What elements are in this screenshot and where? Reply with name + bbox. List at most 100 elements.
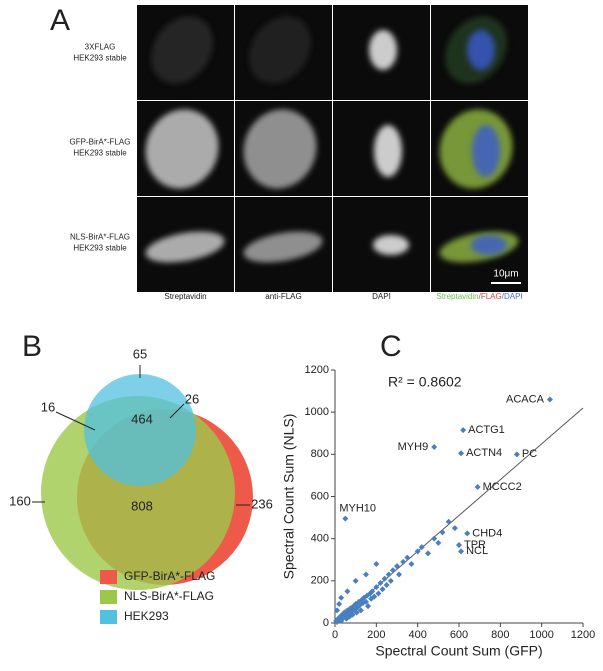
nucleus (471, 235, 507, 255)
pointer (55, 411, 96, 431)
point (334, 607, 341, 614)
point (458, 450, 465, 457)
point-label: NCL (466, 545, 488, 557)
point (396, 571, 403, 578)
row-label: HEK293 stable (73, 244, 127, 253)
point (458, 548, 465, 555)
nucleus (374, 125, 402, 177)
merge-label: Streptavidin/FLAG/DAPI (436, 292, 522, 301)
x-tick-label: 400 (408, 629, 426, 641)
point (363, 571, 369, 578)
x-tick-label: 800 (491, 629, 509, 641)
cell (243, 109, 317, 189)
scatter-plot: C R² = 0.8602 0 200 400 600 800 1000 1200 0 200 400… (281, 330, 596, 659)
panel-label: C (380, 330, 402, 363)
point-label: ACTG1 (468, 424, 505, 436)
row-label: HEK293 stable (73, 149, 127, 158)
point (342, 515, 349, 522)
point (389, 567, 396, 574)
point (371, 593, 378, 600)
point (431, 443, 438, 450)
point (451, 525, 458, 532)
point (425, 550, 431, 557)
point-label: CHD4 (472, 527, 502, 539)
x-tick-label: 600 (450, 629, 468, 641)
hek293-set (84, 374, 196, 486)
point (400, 558, 407, 565)
venn-count: 65 (133, 346, 147, 361)
y-tick-label: 800 (311, 448, 329, 460)
y-tick-label: 1000 (305, 406, 329, 418)
panel-label: B (22, 330, 42, 363)
y-tick-label: 400 (311, 533, 329, 545)
point (383, 582, 390, 589)
venn-count: 464 (131, 411, 153, 426)
column-label: DAPI (372, 292, 391, 301)
legend-swatch (100, 570, 117, 584)
venn-count: 16 (41, 399, 55, 414)
point (464, 530, 471, 537)
point (369, 588, 376, 595)
point (363, 598, 369, 605)
venn-count: 160 (9, 493, 31, 508)
point (404, 554, 411, 561)
point (385, 571, 392, 578)
point-label: MCCC2 (483, 481, 522, 493)
point-label: PC (522, 448, 537, 460)
point (349, 611, 356, 618)
row-label: GFP-BirA*-FLAG (70, 138, 131, 147)
row-label: NLS-BirA*-FLAG (70, 233, 130, 242)
point (431, 535, 438, 542)
x-tick-label: 1000 (529, 629, 553, 641)
row-label: 3XFLAG (85, 43, 116, 52)
point (338, 594, 345, 601)
point (373, 560, 380, 567)
point (379, 586, 386, 593)
cell (151, 16, 213, 84)
legend-swatch (100, 610, 117, 624)
venn-diagram: 65 464 808 16 26 160 236 GFP-BirA*-FLAG NLS-BirA… (9, 346, 273, 624)
annotation: R² = 0.8602 (388, 374, 462, 390)
y-axis-title: Spectral Count Sum (NLS) (281, 414, 297, 580)
nucleus (467, 30, 495, 70)
point (375, 590, 382, 597)
x-tick-label: 0 (332, 629, 338, 641)
venn-count: 26 (185, 391, 199, 406)
legend-label: HEK293 (124, 609, 169, 623)
scale-bar-label: 10μm (493, 269, 518, 280)
point (352, 577, 359, 584)
venn-count: 808 (131, 498, 153, 513)
point (445, 518, 452, 525)
nucleus (373, 235, 409, 255)
y-tick-label: 200 (311, 575, 329, 587)
legend-swatch (100, 590, 117, 604)
x-tick-label: 1200 (571, 629, 595, 641)
column-label: Streptavidin (164, 292, 206, 301)
point (513, 451, 520, 458)
point (353, 609, 360, 616)
point (377, 579, 384, 586)
point-label: MYH10 (339, 503, 376, 515)
point-label: MYH9 (398, 441, 429, 453)
venn-count: 236 (251, 496, 273, 511)
merge-label-part: Streptavidin (436, 292, 478, 301)
pointer (169, 403, 185, 419)
point (439, 529, 446, 536)
point (344, 588, 351, 595)
y-tick-label: 600 (311, 490, 329, 502)
point-label: ACACA (506, 393, 545, 405)
point (418, 544, 425, 551)
panel-label: A (50, 4, 70, 37)
point (460, 427, 467, 434)
point (546, 396, 553, 403)
legend-label: NLS-BirA*-FLAG (124, 589, 214, 603)
point (394, 563, 400, 570)
merge-label-part: /FLAG (479, 292, 502, 301)
nucleus (472, 125, 500, 177)
point-label: TPR (464, 539, 486, 551)
cell (145, 231, 225, 263)
point (373, 584, 380, 591)
micrograph-grid: 3XFLAG HEK293 stable GFP-BirA*-FLAG HEK293 … (70, 5, 528, 301)
column-label: anti-FLAG (265, 292, 301, 301)
